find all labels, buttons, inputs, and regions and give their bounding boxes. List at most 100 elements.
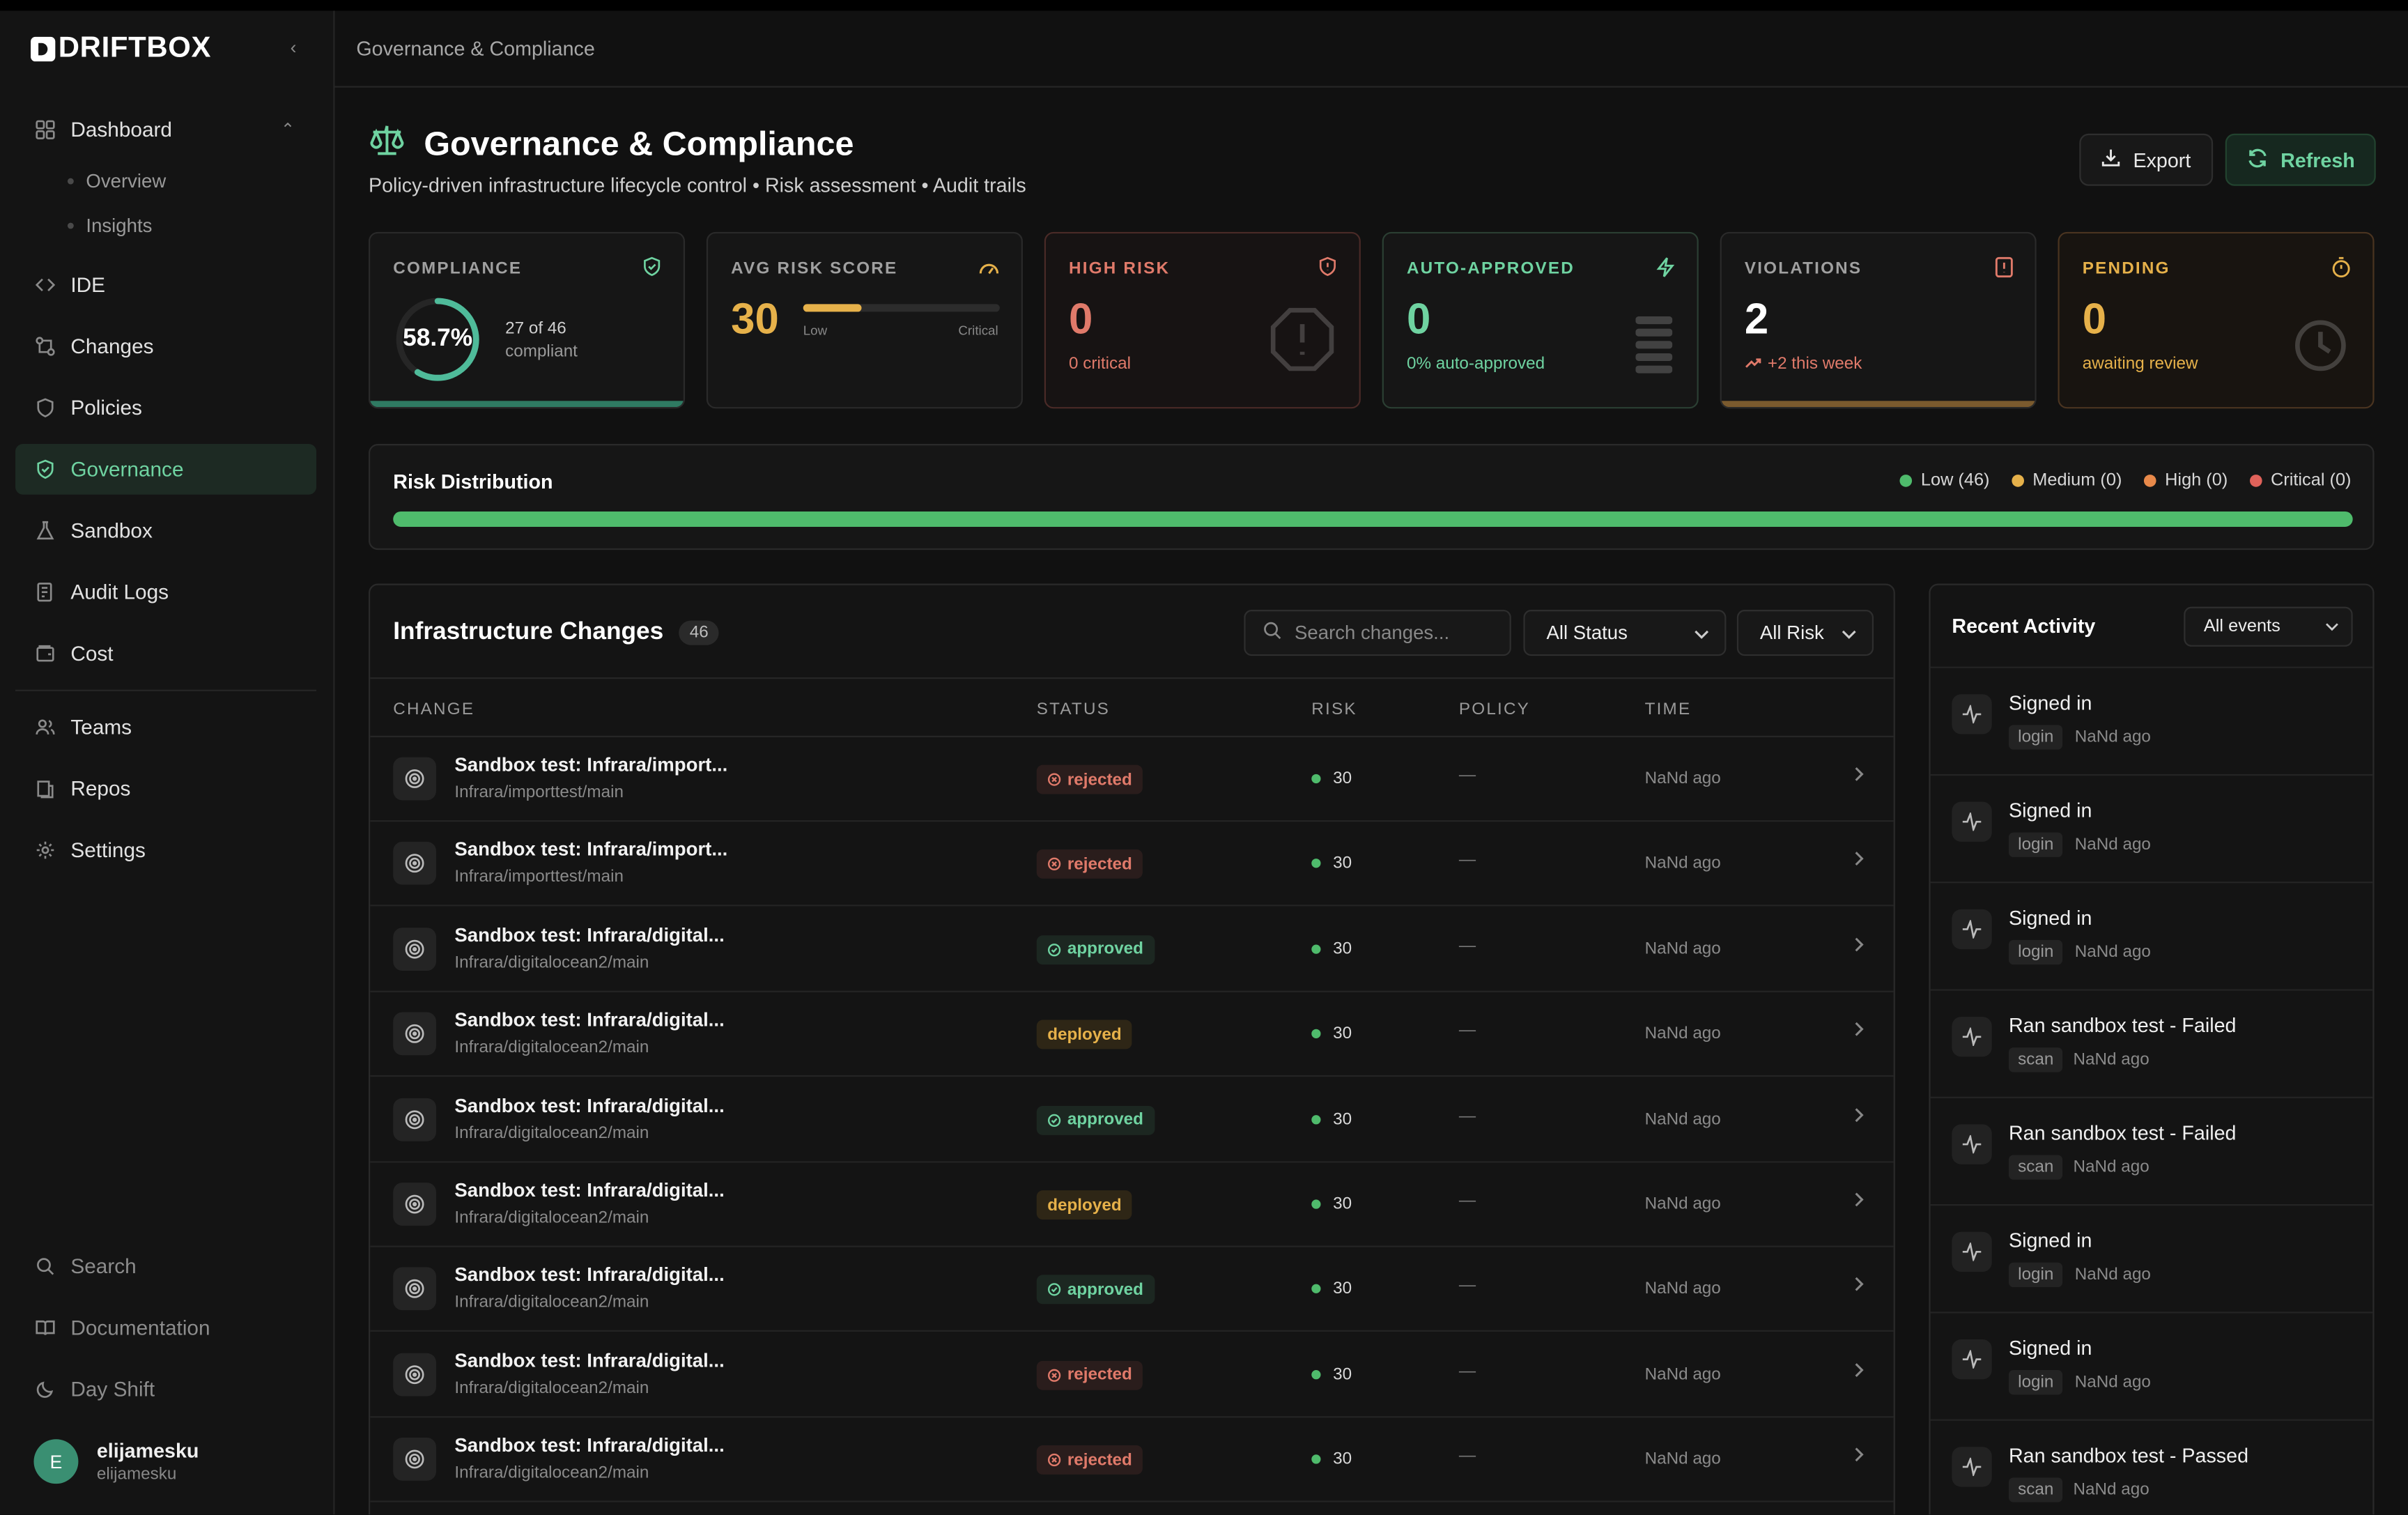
search-input[interactable]: Search changes... xyxy=(1244,610,1511,656)
sidebar-item-audit-logs[interactable]: Audit Logs xyxy=(15,567,316,617)
lightning-icon xyxy=(1656,256,1676,286)
sidebar-item-teams[interactable]: Teams xyxy=(15,702,316,753)
sidebar-item-sandbox[interactable]: Sandbox xyxy=(15,505,316,556)
column-change[interactable]: CHANGE xyxy=(393,700,475,719)
shield-icon xyxy=(33,397,55,419)
sidebar-documentation[interactable]: Documentation xyxy=(15,1302,316,1353)
column-time[interactable]: TIME xyxy=(1644,700,1692,719)
activity-tag: scan xyxy=(2008,1155,2063,1180)
policy-value: — xyxy=(1458,1447,1476,1466)
activity-item[interactable]: Signed in login NaNd ago xyxy=(1930,666,2373,774)
target-icon xyxy=(393,1438,436,1482)
auto-approved-value: 0 xyxy=(1406,295,1431,343)
activity-item[interactable]: Signed in login NaNd ago xyxy=(1930,1204,2373,1312)
table-row[interactable]: Sandbox test: Infrara/digital... Infrara/… xyxy=(370,992,1894,1077)
change-time: NaNd ago xyxy=(1644,769,1721,788)
table-row[interactable]: Sandbox test: Infrara/import... Infrara/i… xyxy=(370,822,1894,907)
sidebar-item-ide[interactable]: IDE xyxy=(15,259,316,310)
collapse-sidebar-icon[interactable]: ‹ xyxy=(290,36,297,59)
change-path: Infrara/importtest/main xyxy=(454,783,624,802)
sidebar-item-dashboard[interactable]: Dashboard ⌃ xyxy=(15,105,316,155)
sidebar-item-changes[interactable]: Changes xyxy=(15,321,316,372)
policy-value: — xyxy=(1458,1192,1476,1210)
risk-legend: Low (46) Medium (0) High (0) Critical (0… xyxy=(1899,472,2351,490)
table-row[interactable]: Sandbox test: Infrara/import... Infrara/i… xyxy=(370,737,1894,822)
chevron-right-icon[interactable] xyxy=(1853,1360,1864,1382)
risk-dot xyxy=(1311,1114,1321,1124)
scroll-icon xyxy=(33,581,55,603)
chevron-right-icon[interactable] xyxy=(1853,1105,1864,1127)
chevron-right-icon[interactable] xyxy=(1853,1190,1864,1212)
table-row[interactable]: Sandbox test: Infrara/digital... Infrara/… xyxy=(370,1248,1894,1332)
book-icon xyxy=(33,778,55,799)
sidebar-divider xyxy=(15,689,317,691)
chevron-up-icon[interactable]: ⌃ xyxy=(280,121,295,140)
chevron-down-icon xyxy=(1842,622,1857,644)
activity-item[interactable]: Ran sandbox test - Passed scan NaNd ago xyxy=(1930,1419,2373,1515)
timer-icon xyxy=(2331,256,2352,286)
activity-item[interactable]: Signed in login NaNd ago xyxy=(1930,774,2373,882)
sidebar-theme-toggle[interactable]: Day Shift xyxy=(15,1364,316,1415)
activity-item[interactable]: Signed in login NaNd ago xyxy=(1930,882,2373,989)
user-handle: elijamesku xyxy=(96,1465,177,1484)
sidebar-sub-overview[interactable]: Overview xyxy=(68,171,166,192)
gauge-icon xyxy=(978,256,1000,284)
change-path: Infrara/digitalocean2/main xyxy=(454,1293,649,1313)
rejected-icon xyxy=(1047,858,1061,872)
risk-filter-select[interactable]: All Risk xyxy=(1736,610,1874,656)
activity-title: Ran sandbox test - Failed xyxy=(2008,1121,2237,1145)
sidebar-search[interactable]: Search xyxy=(15,1241,316,1292)
stat-card-compliance: COMPLIANCE 58.7% 27 of 46 compliant xyxy=(368,231,686,409)
shield-alert-icon xyxy=(1318,256,1338,284)
activity-filter-select[interactable]: All events xyxy=(2184,606,2353,647)
activity-time: NaNd ago xyxy=(2074,1266,2151,1284)
stat-card-high-risk: HIGH RISK 0 0 critical xyxy=(1044,231,1361,409)
brand-logo[interactable]: DRIFTBOX xyxy=(31,32,211,66)
table-row[interactable]: Sandbox test: Infrara/digital... Infrara/… xyxy=(370,1163,1894,1247)
activity-tag: login xyxy=(2008,1262,2063,1288)
changes-title: Infrastructure Changes 46 xyxy=(393,619,720,647)
target-icon xyxy=(393,1268,436,1311)
target-icon xyxy=(393,842,436,886)
sidebar-item-repos[interactable]: Repos xyxy=(15,763,316,814)
column-status[interactable]: STATUS xyxy=(1036,700,1111,719)
chevron-right-icon[interactable] xyxy=(1853,765,1864,787)
clock-icon xyxy=(2293,318,2348,380)
export-button[interactable]: Export xyxy=(2079,133,2213,186)
table-row[interactable]: Sandbox test: Infrara/digital... Infrara/… xyxy=(370,1333,1894,1417)
table-row[interactable]: Sandbox test: Infrara/digital... Infrara/… xyxy=(370,1077,1894,1162)
refresh-button[interactable]: Refresh xyxy=(2225,133,2377,186)
sidebar-item-governance[interactable]: Governance xyxy=(15,443,317,495)
change-title: Sandbox test: Infrara/digital... xyxy=(454,1009,725,1031)
chevron-right-icon[interactable] xyxy=(1853,850,1864,872)
activity-item[interactable]: Ran sandbox test - Failed scan NaNd ago xyxy=(1930,1096,2373,1204)
activity-pulse-icon xyxy=(1952,1447,1992,1487)
activity-time: NaNd ago xyxy=(2074,728,2151,747)
chevron-right-icon[interactable] xyxy=(1853,1020,1864,1042)
column-risk[interactable]: RISK xyxy=(1311,700,1357,719)
chevron-right-icon[interactable] xyxy=(1853,1275,1864,1297)
risk-score: 30 xyxy=(1311,1110,1352,1128)
table-row[interactable]: Sandbox test: Infrara/digital... Infrara/… xyxy=(370,1418,1894,1503)
column-policy[interactable]: POLICY xyxy=(1458,700,1531,719)
shield-check-icon xyxy=(33,459,55,480)
trend-up-icon xyxy=(1745,355,1761,373)
chevron-right-icon[interactable] xyxy=(1853,1445,1864,1467)
activity-item[interactable]: Signed in login NaNd ago xyxy=(1930,1312,2373,1419)
sidebar-sub-insights[interactable]: Insights xyxy=(68,215,152,237)
shield-check-icon xyxy=(642,256,662,284)
table-row[interactable]: Sandbox test: Infrara/digital... Infrara/… xyxy=(370,907,1894,992)
change-path: Infrara/importtest/main xyxy=(454,868,624,887)
octagon-alert-icon xyxy=(1270,307,1335,380)
file-alert-icon xyxy=(1995,256,2013,286)
activity-item[interactable]: Ran sandbox test - Failed scan NaNd ago xyxy=(1930,989,2373,1096)
change-time: NaNd ago xyxy=(1644,1364,1721,1384)
user-profile[interactable]: E elijamesku elijamesku xyxy=(33,1439,199,1484)
status-filter-select[interactable]: All Status xyxy=(1523,610,1727,656)
brand-name: DRIFTBOX xyxy=(58,32,212,65)
chevron-right-icon[interactable] xyxy=(1853,935,1864,957)
change-title: Sandbox test: Infrara/digital... xyxy=(454,1264,725,1286)
sidebar-item-settings[interactable]: Settings xyxy=(15,825,316,876)
sidebar-item-policies[interactable]: Policies xyxy=(15,383,316,433)
sidebar-item-cost[interactable]: Cost xyxy=(15,628,316,679)
